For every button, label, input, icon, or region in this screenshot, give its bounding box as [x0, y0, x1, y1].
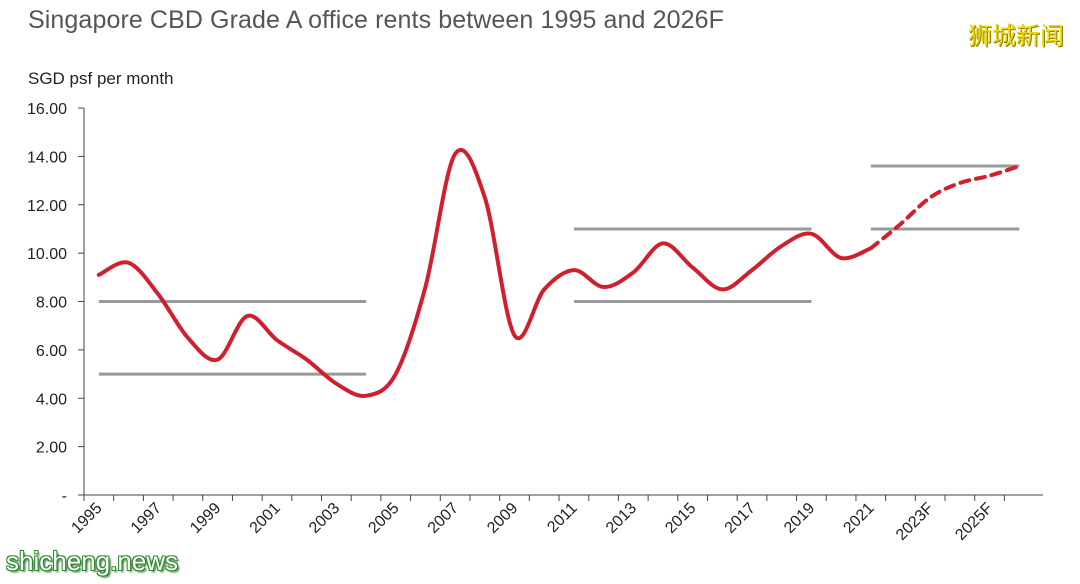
y-axis-label: SGD psf per month — [28, 69, 174, 88]
y-tick-label: 8.00 — [36, 295, 67, 312]
x-tick-label: 2021 — [840, 500, 877, 537]
chart-title: Singapore CBD Grade A office rents betwe… — [28, 6, 724, 34]
x-tick-label: 2025F — [952, 500, 996, 544]
y-tick-label: 16.00 — [27, 101, 67, 118]
y-tick-label: 6.00 — [36, 343, 67, 360]
x-tick-label: 2001 — [247, 500, 284, 537]
y-tick-label: 12.00 — [27, 198, 67, 215]
y-tick-label: 14.00 — [27, 149, 67, 166]
x-axis: 1995 1997 1999 2001 2003 2005 2007 2009 2011 2013… — [68, 494, 1043, 544]
x-tick-label: 1997 — [128, 500, 165, 537]
reference-bands — [98, 164, 1020, 376]
watermark-url: shicheng.news — [6, 546, 178, 576]
y-axis: - 2.00 4.00 6.00 8.00 10.00 12.00 14.00 16.00 — [27, 101, 85, 505]
x-tick-label: 2011 — [544, 500, 580, 536]
x-tick-label: 2009 — [484, 500, 521, 537]
x-tick-label: 2013 — [603, 500, 640, 537]
forecast-line — [868, 164, 1022, 251]
x-tick-label: 1995 — [68, 500, 105, 537]
x-tick-label: 2019 — [781, 500, 818, 537]
actual-rent-line — [96, 147, 873, 398]
y-tick-label: 4.00 — [36, 391, 67, 408]
x-tick-label: 2015 — [662, 500, 699, 537]
x-tick-label: 1999 — [187, 500, 224, 537]
x-tick-label: 2003 — [306, 500, 343, 537]
x-tick-label: 2017 — [722, 500, 759, 537]
x-tick-label: 2005 — [365, 500, 402, 537]
x-tick-label: 2007 — [425, 500, 462, 537]
y-tick-label: 10.00 — [27, 246, 67, 263]
y-tick-label: 2.00 — [36, 440, 67, 457]
watermark-brand: 狮城新闻 — [968, 23, 1064, 50]
x-tick-label: 2023F — [893, 500, 937, 544]
series-lines — [96, 147, 1022, 398]
y-tick-label: - — [62, 488, 67, 505]
